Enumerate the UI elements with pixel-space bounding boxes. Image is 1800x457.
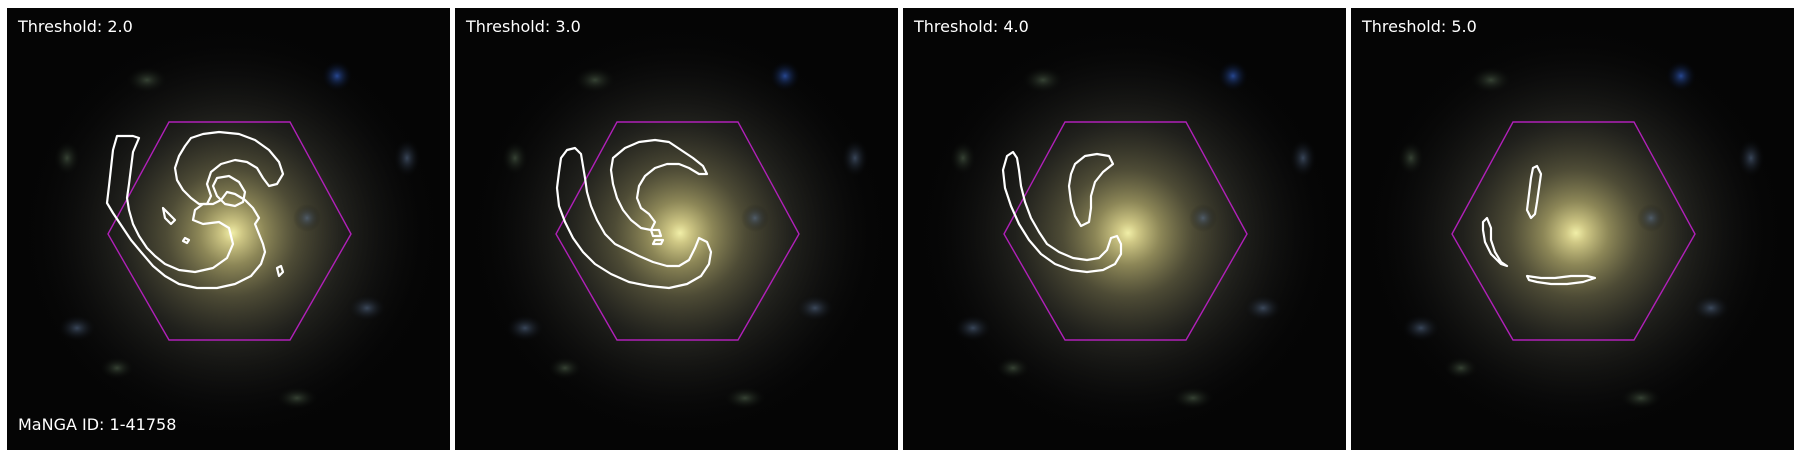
threshold-label: Threshold: 3.0 — [466, 17, 581, 36]
contour-inner-arm — [609, 138, 709, 232]
threshold-label: Threshold: 4.0 — [914, 17, 1029, 36]
panel-threshold-5: Threshold: 5.0 — [1351, 8, 1794, 450]
contour-core-knot — [211, 174, 247, 208]
galaxy-image — [903, 8, 1346, 450]
panel-threshold-4: Threshold: 4.0 — [903, 8, 1346, 450]
threshold-label: Threshold: 5.0 — [1362, 17, 1477, 36]
panel-threshold-2: Threshold: 2.0 MaNGA ID: 1-41758 — [7, 8, 450, 450]
contour-inner-arm — [1067, 152, 1115, 228]
contour-upper-fragment — [1525, 164, 1543, 220]
contour-group — [1001, 150, 1123, 274]
contour-small-right — [275, 264, 285, 278]
contour-group — [1481, 164, 1597, 286]
threshold-label: Threshold: 2.0 — [18, 17, 133, 36]
manga-id-label: MaNGA ID: 1-41758 — [18, 415, 177, 434]
contour-group — [105, 130, 285, 290]
contour-small-left — [649, 228, 663, 238]
contour-lower-fragment — [1525, 274, 1597, 286]
galaxy-image — [455, 8, 898, 450]
contour-inner-arm — [173, 130, 285, 206]
galaxy-image — [1351, 8, 1794, 450]
contour-small-dot — [181, 236, 191, 245]
panel-threshold-3: Threshold: 3.0 — [455, 8, 898, 450]
contour-small-right — [651, 238, 665, 246]
contour-left-fragment — [1481, 216, 1509, 268]
galaxy-image — [7, 8, 450, 450]
contour-outer-arm — [555, 146, 713, 290]
contour-outer-arm — [1001, 150, 1123, 274]
contour-group — [555, 138, 713, 290]
contour-small-left — [161, 206, 177, 226]
